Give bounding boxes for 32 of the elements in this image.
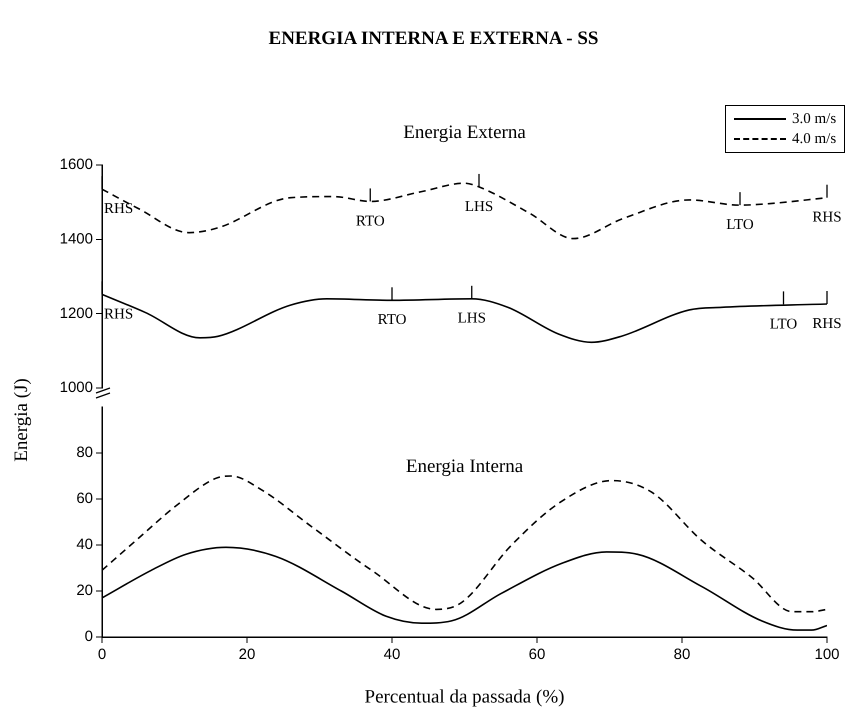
x-tick-label: 40 <box>384 646 400 664</box>
annotation: RTO <box>378 312 407 328</box>
annotation: RHS <box>104 306 134 322</box>
x-tick-label: 100 <box>814 646 840 664</box>
y-axis-title: Energia (J) <box>11 378 33 462</box>
x-tick-label: 60 <box>528 646 546 664</box>
legend-label: 3.0 m/s <box>792 110 836 128</box>
y-tick-label: 80 <box>76 444 93 462</box>
annotation: RHS <box>812 316 842 332</box>
x-axis-title: Percentual da passada (%) <box>364 686 564 708</box>
annotation: LTO <box>726 217 754 234</box>
y-tick-label: 0 <box>84 628 93 646</box>
annotation: LTO <box>770 316 798 332</box>
annotation: LHS <box>464 198 494 215</box>
annotation: Energia Interna <box>406 456 524 477</box>
annotation: RHS <box>812 210 842 226</box>
annotation: RHS <box>104 201 134 218</box>
y-tick-label: 1400 <box>60 230 93 248</box>
chart-title: ENERGIA INTERNA E EXTERNA - SS <box>268 28 600 50</box>
y-tick-label: 1600 <box>60 156 93 174</box>
y-tick-label: 40 <box>76 536 93 554</box>
annotation: RTO <box>356 213 385 230</box>
x-tick-label: 80 <box>674 646 690 664</box>
y-tick-label: 20 <box>76 582 93 600</box>
y-tick-label: 60 <box>76 490 93 508</box>
y-tick-label: 1200 <box>60 304 93 322</box>
legend-label: 4.0 m/s <box>792 130 836 148</box>
x-tick-label: 20 <box>238 646 256 664</box>
y-tick-label: 1000 <box>60 379 93 396</box>
annotation: LHS <box>458 310 486 327</box>
text: Energia Externa <box>403 122 526 143</box>
x-tick-label: 0 <box>98 646 106 664</box>
